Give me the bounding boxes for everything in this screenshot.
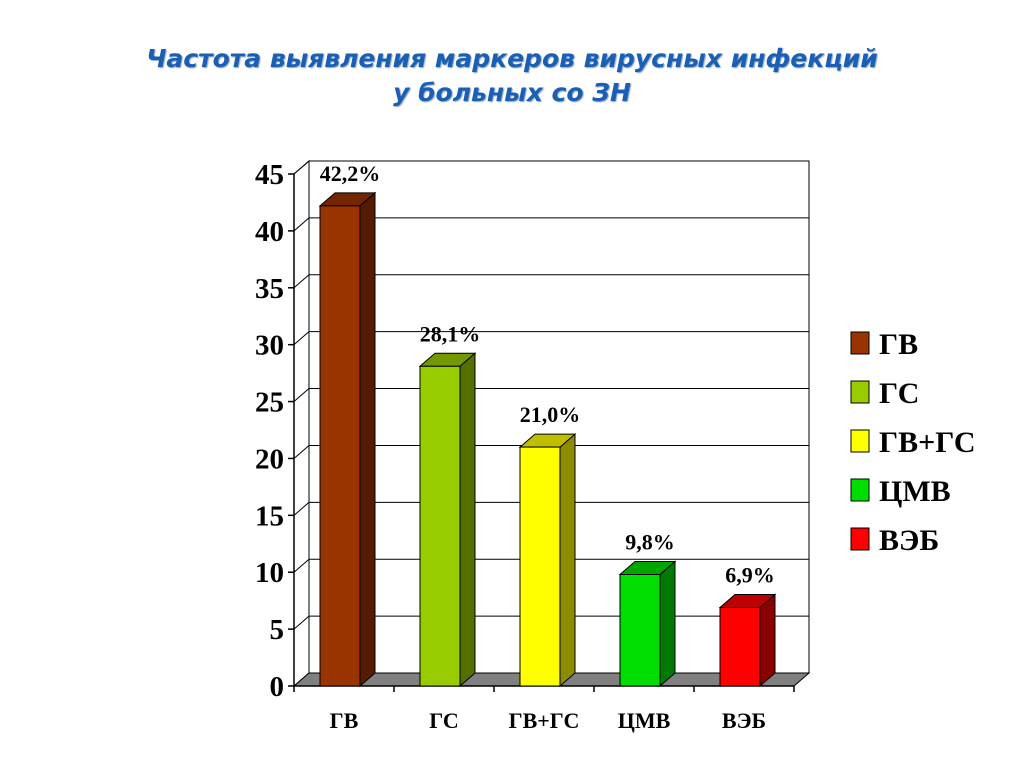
x-tick-label: ГВ+ГС [509, 708, 580, 733]
legend-swatch [850, 380, 870, 404]
gridline-side [293, 331, 310, 346]
legend-label: ЦМВ [879, 475, 951, 508]
legend-swatch [850, 331, 870, 355]
chart-title-line1: Частота выявления маркеров вирусных инфе… [146, 44, 878, 73]
x-tick-label: ВЭБ [722, 708, 766, 733]
legend-swatch [850, 527, 870, 551]
data-label: 28,1% [420, 321, 481, 346]
bar [719, 606, 761, 687]
y-tick-label: 15 [255, 500, 284, 532]
chart-title: Частота выявления маркеров вирусных инфе… [0, 42, 1024, 110]
x-tick-label: ГС [429, 708, 459, 733]
data-label: 6,9% [725, 562, 775, 587]
data-label: 42,2% [320, 161, 381, 186]
x-tick-label: ЦМВ [618, 708, 671, 733]
bar [419, 365, 461, 687]
legend-label: ГВ [879, 328, 918, 361]
bar-side [459, 352, 476, 688]
legend-label: ГС [879, 377, 919, 410]
gridline-side [293, 274, 310, 289]
bar-side [559, 432, 576, 688]
gridline-side [293, 217, 310, 232]
y-tick-label: 35 [255, 273, 284, 305]
legend-label: ГВ+ГС [879, 426, 976, 459]
chart-title-line2: у больных со ЗН [393, 78, 631, 107]
y-tick-label: 30 [255, 330, 284, 362]
data-label: 9,8% [625, 529, 675, 554]
bar-side [759, 593, 776, 688]
y-tick-label: 20 [255, 443, 284, 475]
gridline-side [293, 160, 310, 175]
bar-side [359, 191, 376, 688]
x-tick-label: ГВ [330, 708, 359, 733]
legend-swatch [850, 478, 870, 502]
gridline-side [293, 501, 310, 516]
y-tick-label: 10 [255, 557, 284, 589]
legend-label: ВЭБ [879, 524, 939, 557]
gridline-side [293, 445, 310, 459]
bar-side [659, 560, 676, 688]
gridline-side [293, 615, 310, 630]
bar [519, 446, 561, 687]
legend-swatch [850, 429, 870, 453]
gridline-side [293, 388, 310, 402]
y-tick-label: 5 [270, 614, 285, 646]
y-tick-label: 45 [255, 159, 284, 191]
y-tick-label: 25 [255, 387, 284, 419]
bar [619, 573, 661, 687]
y-tick-label: 40 [255, 216, 284, 248]
bar [319, 205, 361, 687]
plot-side-wall [293, 159, 310, 688]
gridline-side [293, 558, 310, 573]
y-tick-label: 0 [270, 671, 285, 703]
data-label: 21,0% [520, 402, 581, 427]
